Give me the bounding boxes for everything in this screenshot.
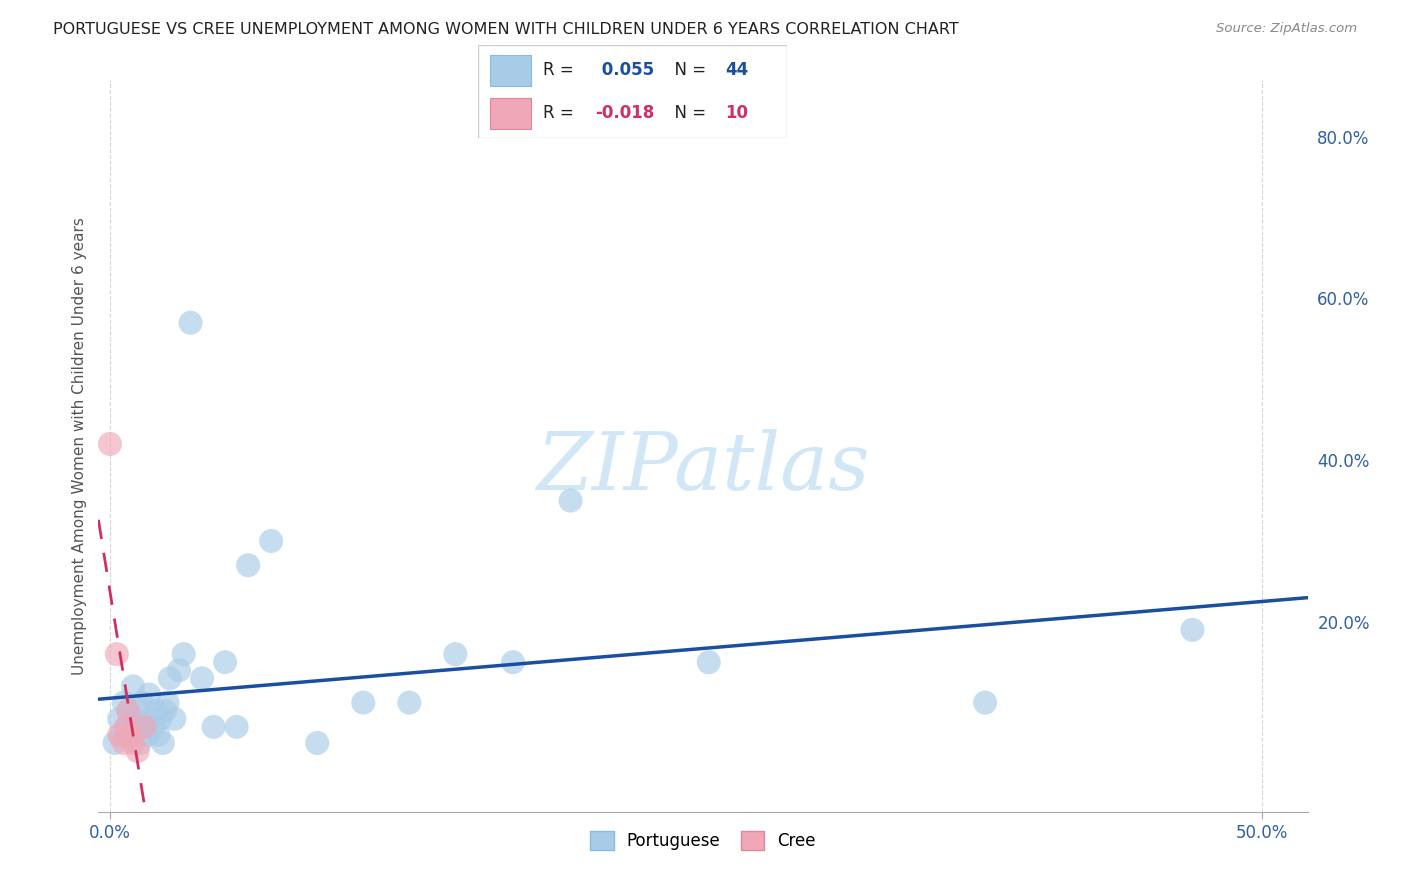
Text: N =: N = — [664, 103, 711, 121]
Point — [122, 712, 145, 726]
Point — [141, 712, 163, 726]
Point — [167, 663, 190, 677]
Point — [127, 704, 149, 718]
Point — [135, 728, 157, 742]
Point — [191, 671, 214, 685]
Point — [128, 736, 150, 750]
Point — [112, 696, 135, 710]
Point — [145, 704, 167, 718]
Text: -0.018: -0.018 — [596, 103, 655, 121]
Point — [444, 647, 467, 661]
Text: R =: R = — [543, 103, 579, 121]
Point — [115, 720, 138, 734]
Bar — [491, 55, 530, 86]
Point — [110, 728, 132, 742]
Point — [502, 655, 524, 669]
Text: R =: R = — [543, 62, 579, 79]
Point — [98, 437, 121, 451]
Point — [398, 696, 420, 710]
Legend: Portuguese, Cree: Portuguese, Cree — [582, 822, 824, 858]
Point — [260, 533, 283, 548]
Point — [134, 720, 156, 734]
Point — [108, 712, 131, 726]
Point — [122, 736, 145, 750]
Point — [180, 316, 202, 330]
Text: 10: 10 — [725, 103, 748, 121]
Text: N =: N = — [664, 62, 711, 79]
Point — [155, 704, 177, 718]
Point — [122, 680, 145, 694]
Point — [105, 647, 128, 661]
Point — [142, 720, 165, 734]
Point — [214, 655, 236, 669]
Point — [156, 696, 179, 710]
Point — [159, 671, 181, 685]
Y-axis label: Unemployment Among Women with Children Under 6 years: Unemployment Among Women with Children U… — [72, 217, 87, 675]
Point — [163, 712, 186, 726]
Point — [108, 728, 131, 742]
Point — [134, 720, 156, 734]
Point — [148, 728, 170, 742]
Point — [120, 728, 142, 742]
Point — [236, 558, 259, 573]
Text: PORTUGUESE VS CREE UNEMPLOYMENT AMONG WOMEN WITH CHILDREN UNDER 6 YEARS CORRELAT: PORTUGUESE VS CREE UNEMPLOYMENT AMONG WO… — [53, 22, 959, 37]
Point — [974, 696, 997, 710]
Text: 0.055: 0.055 — [596, 62, 654, 79]
Point — [225, 720, 247, 734]
Point — [103, 736, 125, 750]
Text: 44: 44 — [725, 62, 749, 79]
Point — [138, 688, 160, 702]
Point — [307, 736, 329, 750]
Point — [124, 720, 146, 734]
Point — [173, 647, 195, 661]
Text: ZIPatlas: ZIPatlas — [536, 429, 870, 507]
Point — [352, 696, 374, 710]
Point — [120, 728, 142, 742]
Point — [202, 720, 225, 734]
Point — [149, 712, 172, 726]
Bar — [491, 98, 530, 129]
Point — [560, 493, 582, 508]
Point — [112, 736, 135, 750]
Point — [152, 736, 174, 750]
Point — [117, 704, 139, 718]
Point — [117, 704, 139, 718]
Point — [115, 720, 138, 734]
Point — [697, 655, 720, 669]
Point — [131, 696, 153, 710]
Text: Source: ZipAtlas.com: Source: ZipAtlas.com — [1216, 22, 1357, 36]
Point — [1181, 623, 1204, 637]
Point — [127, 744, 149, 758]
